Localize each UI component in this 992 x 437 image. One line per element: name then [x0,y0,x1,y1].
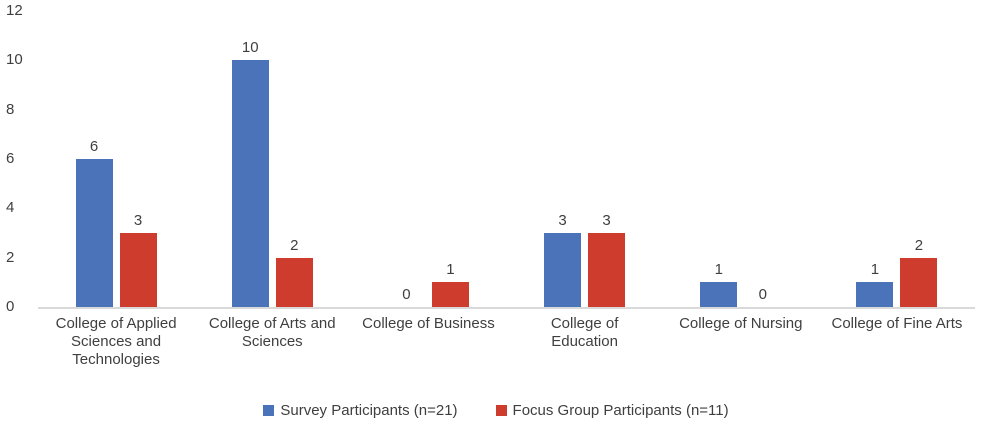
bar-column: 1 [431,261,469,307]
legend-label: Focus Group Participants (n=11) [512,402,729,419]
y-axis-tick-label: 10 [6,51,23,69]
legend-color-swatch [263,405,275,416]
bar-value-label: 2 [914,237,924,254]
legend-item: Survey Participants (n=21) [263,402,458,419]
x-axis-label: College of Business [362,315,495,332]
x-axis-label: College of Nursing [679,315,803,332]
bar-value-label: 2 [290,237,299,254]
bar-groups: 6 3 10 2 0 1 3 3 1 0 1 2 [38,11,975,307]
bar-column: 6 [75,138,113,307]
bar [275,258,313,307]
bar-value-label: 1 [446,261,455,278]
bar [431,282,469,307]
bar [75,159,113,307]
bar-column: 1 [700,261,738,307]
y-axis-tick-label: 0 [6,298,15,315]
x-axis-label: College of Education [550,315,619,350]
bar-value-label: 0 [402,286,411,303]
bar-column: 0 [388,286,425,307]
bar [119,233,157,307]
bar-value-label: 1 [870,261,880,278]
legend-label: Survey Participants (n=21) [280,402,458,419]
bar-value-label: 6 [89,138,99,155]
y-axis-tick-label: 12 [6,2,23,19]
y-axis-tick-label: 8 [6,100,15,118]
bar-value-label: 3 [602,212,611,229]
y-axis-tick-label: 6 [6,150,15,167]
bar [856,282,894,307]
bar-value-label: 3 [133,212,143,229]
bar [900,258,938,307]
legend-item: Focus Group Participants (n=11) [495,402,729,419]
bar-group: 10 2 [194,11,350,307]
bar-value-label: 10 [241,39,259,56]
x-axis: College of Applied Sciences and Technolo… [38,315,975,369]
bar-column: 2 [275,237,313,307]
bar-column: 3 [588,212,626,307]
x-axis-label: College of Applied Sciences and Technolo… [55,315,177,368]
bar-column: 1 [856,261,894,307]
bar-column: 10 [231,39,269,307]
y-axis-tick-label: 2 [6,248,15,266]
y-axis-tick-label: 4 [6,199,15,217]
plot-area: 6 3 10 2 0 1 3 3 1 0 1 2 [38,11,975,309]
bar [544,233,582,307]
bar-column: 3 [544,212,582,307]
bar-value-label: 3 [558,212,567,229]
x-axis-label: College of Fine Arts [831,315,963,332]
bar-column: 3 [119,212,157,307]
bar-value-label: 0 [758,286,767,303]
legend: Survey Participants (n=21) Focus Group Pa… [0,402,992,419]
x-axis-label: College of Arts and Sciences [208,315,336,350]
bar-column: 2 [900,237,938,307]
legend-color-swatch [495,405,507,416]
bar [700,282,738,307]
bar [588,233,626,307]
bar-column: 0 [744,286,781,307]
bar [231,60,269,307]
bar-value-label: 1 [714,261,723,278]
